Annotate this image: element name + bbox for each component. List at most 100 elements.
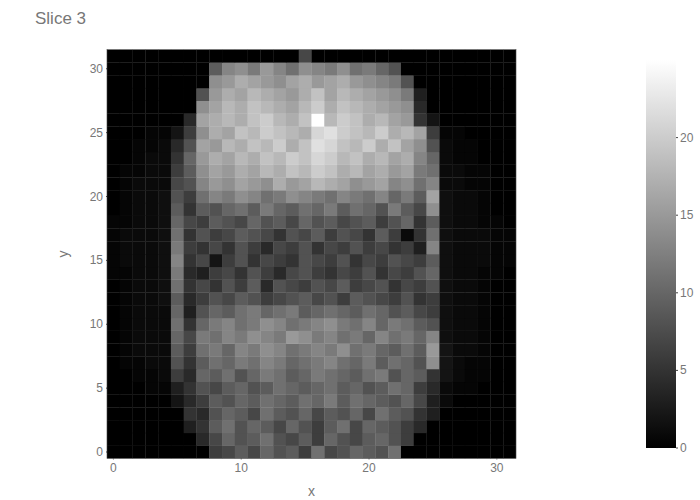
cell <box>260 446 273 459</box>
cell <box>248 292 261 305</box>
cell <box>478 420 491 433</box>
cell <box>388 190 401 203</box>
y-tick-label: 30 <box>90 62 104 76</box>
cell <box>107 139 120 152</box>
cell <box>388 267 401 280</box>
cell <box>490 228 503 241</box>
cell <box>363 101 376 114</box>
cell <box>133 203 146 216</box>
cell <box>273 152 286 165</box>
cell <box>452 113 465 126</box>
cell <box>235 305 248 318</box>
cell <box>209 203 222 216</box>
cell <box>299 318 312 331</box>
cell <box>260 420 273 433</box>
cell <box>350 407 363 420</box>
cell <box>222 152 235 165</box>
cell <box>363 254 376 267</box>
cell <box>184 407 197 420</box>
cell <box>235 126 248 139</box>
cell <box>299 139 312 152</box>
cell <box>363 165 376 178</box>
cell <box>337 216 350 229</box>
cell <box>350 292 363 305</box>
cell <box>312 331 325 344</box>
cell <box>299 152 312 165</box>
cell <box>222 305 235 318</box>
cell <box>452 126 465 139</box>
cell <box>478 446 491 459</box>
cell <box>388 446 401 459</box>
cell <box>414 254 427 267</box>
cell <box>452 165 465 178</box>
cell <box>209 165 222 178</box>
cell <box>388 203 401 216</box>
cell <box>478 216 491 229</box>
cell <box>337 126 350 139</box>
cell <box>363 267 376 280</box>
cell <box>145 203 158 216</box>
cell <box>375 331 388 344</box>
cell <box>388 395 401 408</box>
cell <box>337 50 350 63</box>
cell <box>145 113 158 126</box>
cell <box>427 228 440 241</box>
cell <box>248 356 261 369</box>
cell <box>133 433 146 446</box>
cell <box>375 407 388 420</box>
y-tick <box>106 132 107 133</box>
cell <box>439 382 452 395</box>
cell <box>465 369 478 382</box>
cell <box>427 356 440 369</box>
cell <box>107 433 120 446</box>
cell <box>375 254 388 267</box>
cell <box>337 190 350 203</box>
cell <box>388 177 401 190</box>
cell <box>196 113 209 126</box>
cell <box>478 305 491 318</box>
cell <box>414 267 427 280</box>
cell <box>273 228 286 241</box>
cell <box>388 331 401 344</box>
cell <box>388 305 401 318</box>
cell <box>235 101 248 114</box>
cell <box>414 101 427 114</box>
cell <box>375 228 388 241</box>
cell <box>299 356 312 369</box>
cell <box>184 62 197 75</box>
cell <box>478 280 491 293</box>
cell <box>260 177 273 190</box>
cell <box>120 50 133 63</box>
cell <box>427 318 440 331</box>
cell <box>209 152 222 165</box>
cell <box>324 75 337 88</box>
cell <box>414 126 427 139</box>
cell <box>158 190 171 203</box>
cell <box>196 165 209 178</box>
cell <box>107 190 120 203</box>
cell <box>184 382 197 395</box>
cell <box>490 395 503 408</box>
cell <box>248 190 261 203</box>
cell <box>337 75 350 88</box>
cell <box>375 356 388 369</box>
cell <box>452 356 465 369</box>
cell <box>401 280 414 293</box>
cell <box>427 139 440 152</box>
cell <box>439 356 452 369</box>
cell <box>248 139 261 152</box>
cell <box>478 318 491 331</box>
cell <box>133 216 146 229</box>
cell <box>478 407 491 420</box>
cell <box>503 331 516 344</box>
cell <box>196 139 209 152</box>
cell <box>388 216 401 229</box>
cell <box>375 152 388 165</box>
cell <box>196 395 209 408</box>
cell <box>312 165 325 178</box>
cell <box>503 267 516 280</box>
cell <box>273 292 286 305</box>
cell <box>312 369 325 382</box>
cell <box>184 228 197 241</box>
cell <box>427 420 440 433</box>
